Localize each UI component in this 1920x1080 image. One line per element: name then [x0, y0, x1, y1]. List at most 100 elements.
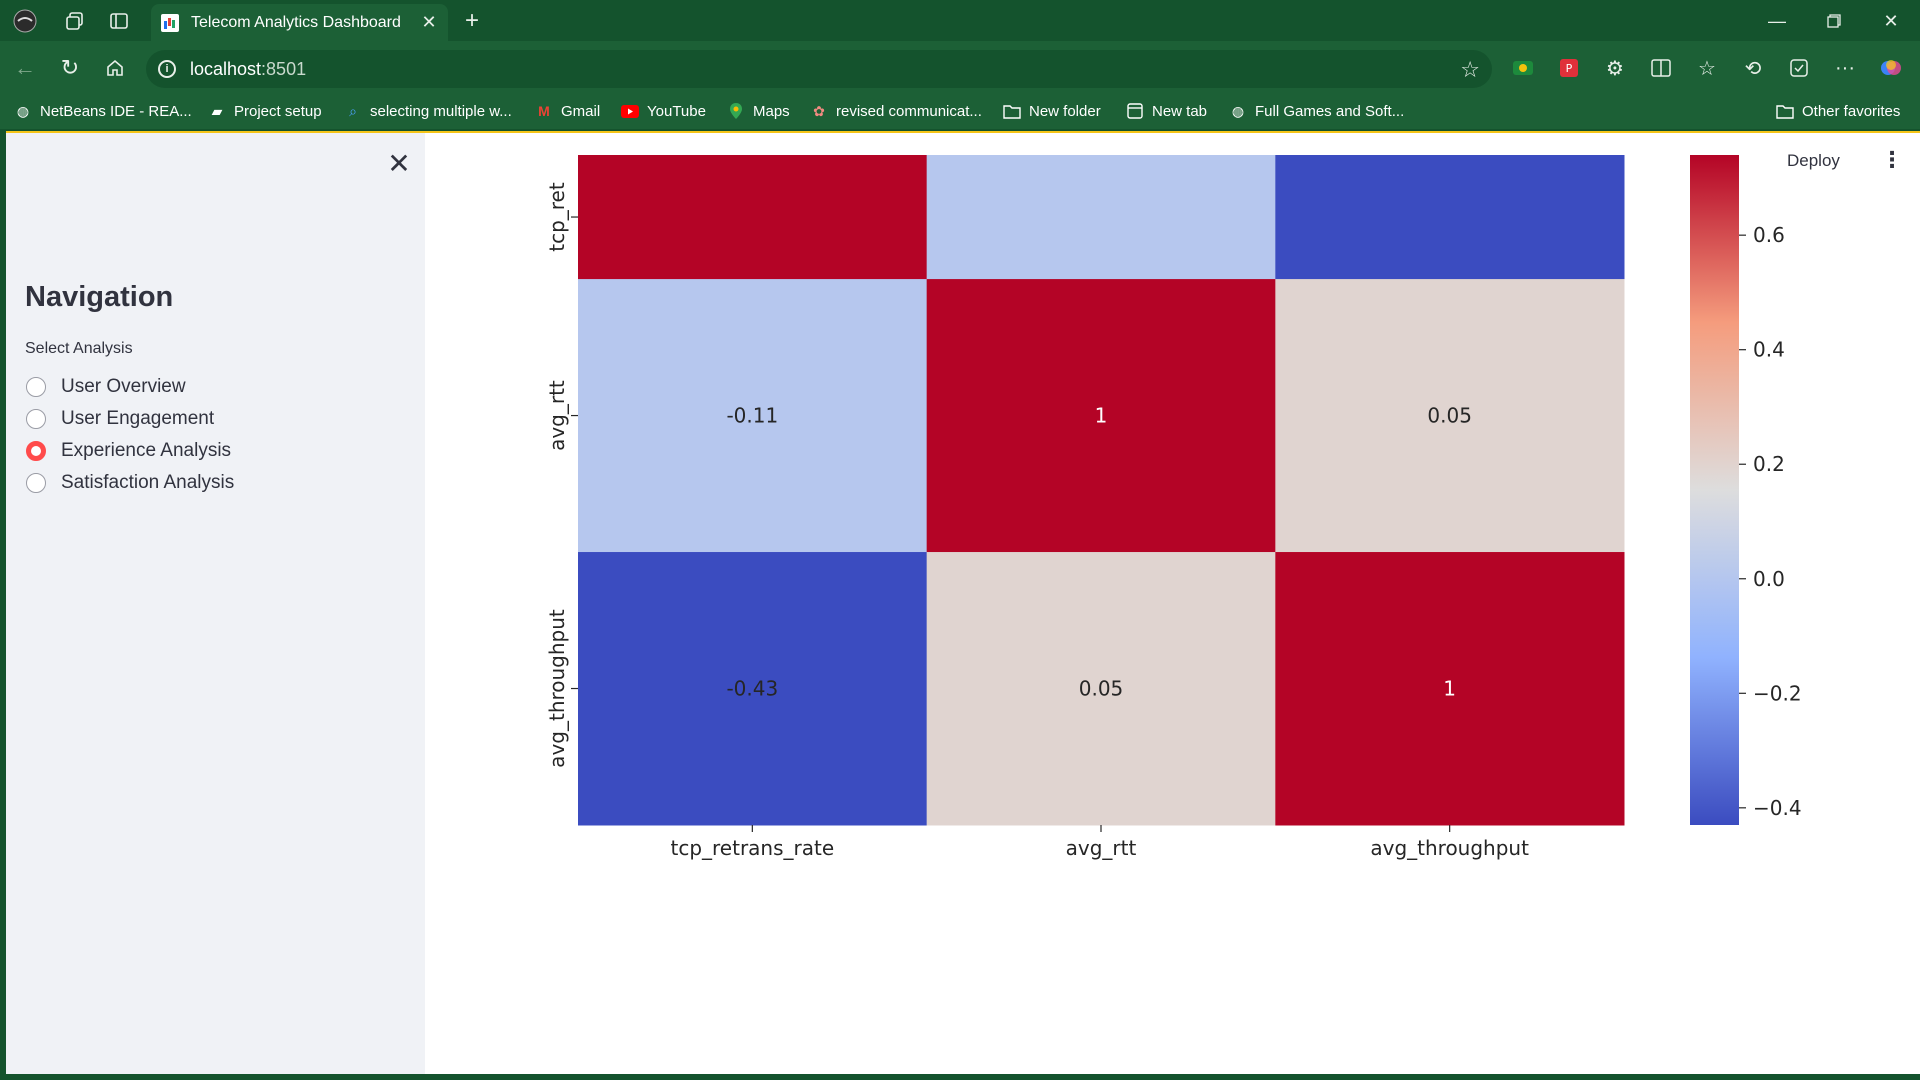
site-info-icon[interactable]: i — [158, 60, 176, 78]
extension-flag-icon[interactable] — [1508, 53, 1538, 83]
app-icon: ✿ — [813, 102, 825, 119]
favorite-star-icon[interactable]: ☆ — [1460, 57, 1480, 82]
bookmark-netbeans[interactable]: ◍ NetBeans IDE - REA... — [14, 100, 192, 122]
bookmark-full-games[interactable]: ◍ Full Games and Soft... — [1229, 100, 1404, 122]
colorbar-tick-label: 0.4 — [1753, 338, 1785, 362]
profile-icon[interactable] — [12, 8, 38, 34]
radio-checked-icon[interactable] — [26, 441, 46, 461]
project-icon: ▰ — [211, 102, 223, 119]
restore-icon[interactable] — [1811, 6, 1857, 36]
bookmark-revised-communication[interactable]: ✿ revised communicat... — [810, 100, 982, 122]
maps-icon — [727, 102, 745, 120]
sidebar-title: Navigation — [25, 281, 174, 313]
tab-title: Telecom Analytics Dashboard — [191, 13, 401, 31]
heatmap-cell — [578, 279, 928, 553]
radio-label: Satisfaction Analysis — [61, 472, 235, 493]
newtab-icon — [1126, 102, 1144, 120]
tab-telecom-dashboard[interactable]: Telecom Analytics Dashboard ✕ — [151, 4, 448, 41]
bookmark-new-tab[interactable]: New tab — [1126, 100, 1207, 122]
heatmap-cell — [1275, 279, 1625, 553]
colorbar-tick-label: 0.6 — [1753, 223, 1785, 247]
radio-satisfaction-analysis[interactable]: Satisfaction Analysis — [26, 470, 234, 496]
address-bar-row: ← ↻ i localhost:8501 ☆ P ⚙ ☆ ⟲ ··· — [0, 41, 1920, 93]
globe-icon: ◍ — [16, 102, 30, 119]
browser-tab-bar: Telecom Analytics Dashboard ✕ + — ✕ — [0, 0, 1920, 41]
bookmark-selecting-multiple[interactable]: ⌕ selecting multiple w... — [344, 100, 512, 122]
cell-annotation: 1 — [1443, 677, 1456, 701]
colorbar-tick-label: 0.2 — [1753, 452, 1785, 476]
new-tab-plus-icon[interactable]: + — [464, 7, 479, 34]
bookmark-new-folder[interactable]: New folder — [1003, 100, 1101, 122]
colorbar — [1690, 155, 1739, 825]
bookmark-project-setup[interactable]: ▰ Project setup — [208, 100, 322, 122]
svg-text:P: P — [1566, 62, 1573, 75]
window-bottom-edge — [0, 1074, 1920, 1080]
heatmap-cell — [578, 552, 928, 826]
copilot-icon[interactable] — [1876, 53, 1906, 83]
globe-icon: ◍ — [1231, 102, 1245, 119]
main-menu-icon[interactable]: ⋮ — [1881, 147, 1903, 172]
x-tick-label: tcp_retrans_rate — [670, 836, 834, 860]
correlation-heatmap: -0.11 1 0.05 -0.43 0.05 1 tcp_retrans_rate avg_… — [545, 155, 1802, 860]
url-text: localhost:8501 — [190, 58, 307, 79]
cell-annotation: 0.05 — [1427, 404, 1472, 428]
radio-label: User Engagement — [61, 408, 215, 429]
heatmap-cell — [1275, 155, 1625, 280]
select-analysis-label: Select Analysis — [25, 340, 133, 357]
workspaces-icon[interactable] — [62, 8, 88, 34]
browser-essentials-icon[interactable] — [1784, 53, 1814, 83]
history-icon[interactable]: ⟲ — [1744, 57, 1762, 80]
radio-circle-icon[interactable] — [26, 473, 46, 493]
search-icon: ⌕ — [349, 102, 357, 119]
heatmap-cell — [578, 155, 928, 280]
close-window-icon[interactable]: ✕ — [1883, 10, 1899, 31]
cell-annotation: 1 — [1095, 404, 1108, 428]
folder-icon — [1003, 102, 1021, 120]
y-tick-label: avg_rtt — [545, 380, 569, 451]
bookmarks-bar: ◍ NetBeans IDE - REA... ▰ Project setup ⌕ s… — [0, 93, 1920, 129]
y-tick-label: avg_throughput — [545, 609, 569, 768]
vertical-tabs-icon[interactable] — [106, 8, 132, 34]
back-icon[interactable]: ← — [14, 55, 36, 80]
y-tick-label: tcp_ret — [545, 182, 569, 252]
more-menu-icon[interactable]: ··· — [1835, 56, 1855, 79]
heatmap-cell — [926, 279, 1276, 553]
bookmark-gmail[interactable]: M Gmail — [535, 100, 600, 122]
deploy-button[interactable]: Deploy — [1787, 151, 1840, 170]
heatmap-cell — [926, 155, 1276, 280]
cell-annotation: -0.43 — [726, 677, 778, 701]
radio-label: Experience Analysis — [61, 440, 232, 461]
sidebar: ✕ Navigation Select Analysis User Overvi… — [6, 133, 425, 1076]
radio-circle-icon[interactable] — [26, 377, 46, 397]
url-input[interactable]: i localhost:8501 ☆ — [146, 50, 1492, 88]
gmail-icon: M — [538, 103, 550, 119]
radio-user-engagement[interactable]: User Engagement — [26, 406, 214, 432]
heatmap-cell — [1275, 552, 1625, 826]
minimize-icon[interactable]: — — [1768, 10, 1786, 31]
favorites-icon[interactable]: ☆ — [1698, 57, 1716, 80]
radio-circle-icon[interactable] — [26, 409, 46, 429]
bookmark-youtube[interactable]: YouTube — [621, 100, 706, 122]
extensions-puzzle-icon[interactable]: ⚙ — [1606, 57, 1624, 80]
cell-annotation: 0.05 — [1079, 677, 1124, 701]
bookmark-maps[interactable]: Maps — [727, 100, 790, 122]
reload-icon[interactable]: ↻ — [60, 55, 80, 80]
x-tick-label: avg_rtt — [1066, 836, 1137, 860]
colorbar-tick-label: 0.0 — [1753, 567, 1785, 591]
close-tab-icon[interactable]: ✕ — [421, 12, 437, 32]
other-favorites[interactable]: Other favorites — [1776, 100, 1900, 122]
chart-favicon-icon — [161, 13, 179, 32]
app-page: ✕ Navigation Select Analysis User Overvi… — [6, 131, 1920, 1076]
radio-experience-analysis[interactable]: Experience Analysis — [26, 438, 231, 464]
extension-red-icon[interactable]: P — [1554, 53, 1584, 83]
radio-user-overview[interactable]: User Overview — [26, 374, 186, 400]
colorbar-tick-label: −0.2 — [1753, 681, 1802, 705]
home-icon[interactable] — [100, 53, 130, 83]
colorbar-tick-label: −0.4 — [1753, 796, 1802, 820]
main-content: Deploy ⋮ -0.11 1 0.05 -0.43 0.05 1 tcp_retrans… — [425, 133, 1920, 1076]
folder-icon — [1776, 102, 1794, 120]
close-sidebar-icon[interactable]: ✕ — [387, 148, 411, 179]
cell-annotation: -0.11 — [726, 404, 778, 428]
heatmap-cell — [926, 552, 1276, 826]
split-screen-icon[interactable] — [1646, 53, 1676, 83]
